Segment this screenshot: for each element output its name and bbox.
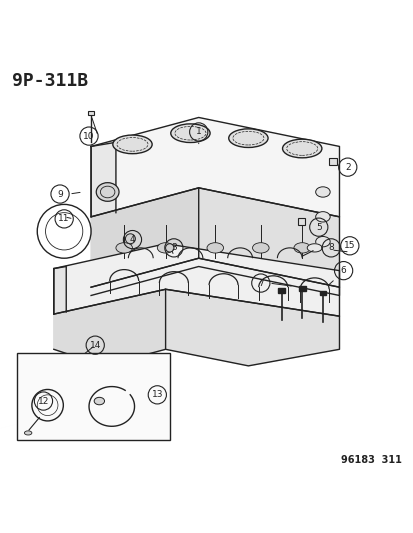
Ellipse shape — [293, 243, 310, 253]
Ellipse shape — [228, 129, 268, 148]
Text: 2: 2 — [344, 163, 350, 172]
Text: 14: 14 — [89, 341, 101, 350]
Ellipse shape — [282, 139, 321, 158]
Polygon shape — [91, 188, 198, 287]
Ellipse shape — [206, 243, 223, 253]
Ellipse shape — [315, 187, 330, 197]
Text: 13: 13 — [151, 390, 163, 399]
Text: 11: 11 — [58, 214, 70, 223]
Ellipse shape — [116, 243, 132, 253]
Polygon shape — [54, 289, 165, 366]
Text: 9P-311B: 9P-311B — [12, 72, 88, 90]
Polygon shape — [198, 188, 339, 287]
Polygon shape — [91, 142, 116, 217]
Polygon shape — [91, 117, 339, 217]
Bar — [297, 218, 304, 225]
Bar — [298, 286, 305, 292]
Text: 9: 9 — [57, 190, 63, 199]
Text: 5: 5 — [315, 223, 321, 232]
Text: 10: 10 — [83, 132, 95, 141]
Bar — [278, 288, 284, 293]
Ellipse shape — [252, 243, 268, 253]
Polygon shape — [165, 289, 339, 366]
Circle shape — [125, 234, 135, 244]
Bar — [17, 353, 169, 440]
Text: 7: 7 — [257, 279, 263, 288]
Ellipse shape — [157, 243, 173, 253]
Ellipse shape — [24, 431, 32, 435]
Text: 15: 15 — [343, 241, 355, 251]
Text: 6: 6 — [340, 266, 346, 275]
Text: 4: 4 — [129, 235, 135, 244]
Bar — [88, 111, 94, 115]
Ellipse shape — [112, 135, 152, 154]
Polygon shape — [54, 244, 339, 316]
Ellipse shape — [315, 212, 330, 222]
Polygon shape — [306, 244, 321, 252]
Polygon shape — [54, 266, 66, 314]
Text: 12: 12 — [38, 397, 49, 406]
Text: 96183  311: 96183 311 — [340, 455, 401, 465]
Circle shape — [165, 244, 173, 252]
Ellipse shape — [96, 183, 119, 201]
Ellipse shape — [94, 397, 104, 405]
Bar — [319, 290, 325, 295]
Ellipse shape — [315, 237, 330, 247]
Text: 1: 1 — [195, 127, 201, 136]
Text: 8: 8 — [328, 244, 333, 252]
Ellipse shape — [170, 124, 209, 142]
Bar — [328, 158, 336, 165]
Text: 3: 3 — [171, 244, 176, 252]
